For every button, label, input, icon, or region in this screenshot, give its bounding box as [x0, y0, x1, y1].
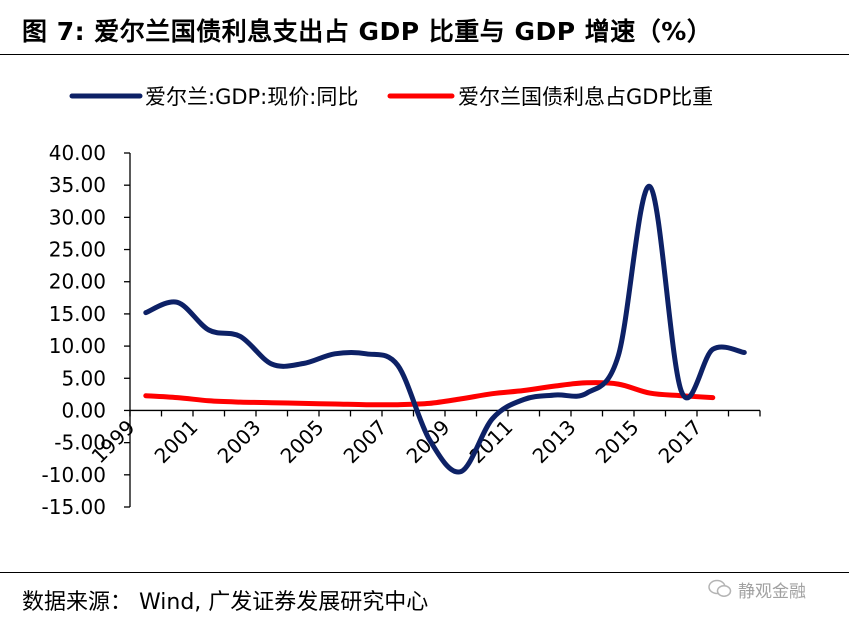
x-tick-label: 2003: [213, 415, 266, 468]
y-tick-label: 20.00: [49, 270, 106, 294]
legend-label-interest-ratio: 爱尔兰国债利息占GDP比重: [458, 85, 713, 109]
x-tick-label: 2015: [591, 415, 644, 468]
y-tick-label: 35.00: [49, 173, 106, 197]
y-tick-label: 5.00: [61, 366, 106, 390]
y-tick-label: 40.00: [49, 141, 106, 165]
y-tick-label: 10.00: [49, 334, 106, 358]
wechat-icon: [708, 579, 732, 597]
x-tick-label: 2017: [654, 415, 707, 468]
y-tick-label: 25.00: [49, 238, 106, 262]
y-tick-label: -15.00: [42, 495, 106, 519]
x-tick-label: 2013: [528, 415, 581, 468]
series-lines: [143, 183, 747, 475]
legend: 爱尔兰:GDP:现价:同比 爱尔兰国债利息占GDP比重: [69, 85, 713, 109]
x-tick-label: 2005: [276, 415, 329, 468]
legend-label-gdp-growth: 爱尔兰:GDP:现价:同比: [145, 85, 358, 109]
source-note: 数据来源： Wind, 广发证券发展研究中心: [22, 590, 429, 615]
x-tick-label: 2007: [339, 415, 392, 468]
series-line-gdp-growth: [143, 183, 747, 475]
series-line-interest-ratio: [143, 380, 716, 408]
x-tick-label: 2001: [150, 415, 203, 468]
watermark: 静观金融: [708, 572, 838, 606]
bottom-rule: [0, 572, 849, 573]
y-tick-label: -5.00: [54, 431, 106, 455]
y-tick-label: 0.00: [61, 398, 106, 422]
y-tick-label: 30.00: [49, 205, 106, 229]
watermark-text: 静观金融: [738, 581, 806, 602]
y-tick-label: -10.00: [42, 463, 106, 487]
y-tick-label: 15.00: [49, 302, 106, 326]
chart-title: 图 7: 爱尔兰国债利息支出占 GDP 比重与 GDP 增速（%）: [22, 17, 713, 46]
line-chart: 爱尔兰:GDP:现价:同比 爱尔兰国债利息占GDP比重 40.00 35.00 30…: [42, 85, 761, 519]
top-rule: [0, 54, 849, 55]
